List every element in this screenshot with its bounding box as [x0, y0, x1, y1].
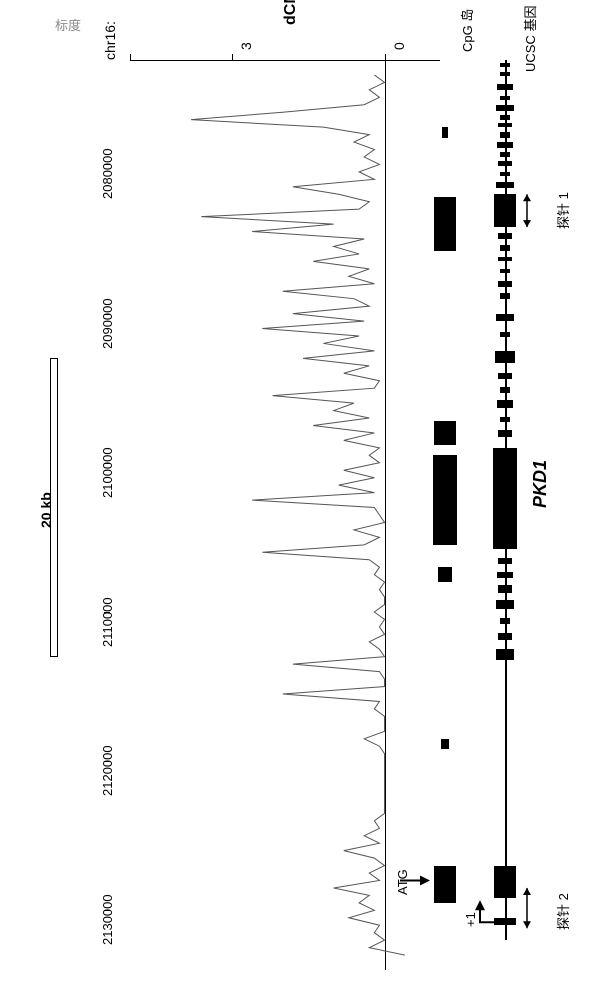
- chromosome-label: chr16:: [102, 21, 118, 60]
- plot-svg: [0, 0, 615, 1000]
- exon-6: [498, 123, 512, 127]
- exon-5: [500, 115, 510, 119]
- exon-19: [500, 293, 510, 299]
- y-axis-line: [130, 60, 440, 61]
- x-tick-label-0: 2080000: [100, 149, 115, 200]
- probe-arrow-1: [523, 888, 531, 928]
- cpg-island-2: [434, 421, 456, 445]
- exon-37: [494, 918, 516, 925]
- exon-8: [497, 142, 513, 148]
- cpg-island-0: [442, 127, 448, 137]
- y-tick-label-1: 3: [238, 42, 254, 50]
- exon-33: [500, 618, 510, 624]
- scale-bar-text: 20 kb: [38, 492, 54, 528]
- scale-label: 标度: [55, 15, 81, 34]
- exon-2: [497, 84, 513, 90]
- exon-0: [500, 63, 510, 67]
- exon-32: [496, 600, 514, 609]
- exon-20: [496, 314, 514, 321]
- exon-1: [500, 72, 510, 76]
- x-tick-label-1: 2090000: [100, 298, 115, 349]
- exon-9: [500, 152, 510, 156]
- exon-13: [494, 194, 516, 227]
- cpg-track-label: CpG 岛: [457, 9, 476, 52]
- exon-15: [500, 245, 510, 251]
- ucsc-track-label: UCSC 基因: [520, 6, 539, 72]
- exon-12: [496, 182, 514, 188]
- exon-7: [500, 132, 510, 138]
- x-tick-label-3: 2110000: [100, 597, 115, 647]
- probe-arrow-0: [523, 194, 531, 227]
- y-axis-label: dCMES: [282, 0, 300, 25]
- x-tick-mark-0: [104, 164, 110, 165]
- cpg-island-5: [441, 739, 449, 749]
- exon-21: [500, 332, 510, 338]
- y-tick-mark-2: [130, 54, 131, 60]
- x-tick-mark-1: [104, 314, 110, 315]
- exon-17: [500, 269, 510, 273]
- atg-label: ATG: [395, 870, 410, 896]
- y-tick-mark-1: [232, 54, 233, 60]
- exon-29: [498, 558, 512, 564]
- cpg-island-6: [434, 866, 456, 903]
- exon-10: [498, 161, 512, 165]
- x-tick-mark-4: [104, 761, 110, 762]
- plus1-label: +1: [463, 912, 478, 927]
- x-tick-mark-3: [104, 612, 110, 613]
- y-tick-label-0: 0: [391, 42, 407, 50]
- exon-14: [498, 233, 512, 239]
- exon-28: [493, 448, 517, 549]
- exon-23: [498, 373, 512, 379]
- probe-1-label: 探针 1: [553, 192, 572, 229]
- exon-27: [498, 430, 512, 437]
- cpg-island-3: [433, 455, 457, 545]
- exon-26: [500, 417, 510, 423]
- exon-34: [498, 633, 512, 640]
- exon-31: [498, 585, 512, 592]
- dcmes-line: [191, 75, 405, 955]
- cpg-island-4: [438, 567, 452, 582]
- cpg-island-1: [434, 197, 456, 251]
- y-tick-mark-0: [385, 54, 386, 60]
- exon-30: [497, 572, 513, 578]
- exon-36: [494, 866, 516, 899]
- exon-25: [497, 400, 513, 407]
- exon-11: [500, 172, 510, 176]
- exon-3: [500, 96, 510, 100]
- x-tick-label-5: 2130000: [100, 895, 115, 946]
- gene-name-label: PKD1: [530, 460, 551, 508]
- exon-22: [495, 351, 515, 363]
- x-tick-label-2: 2100000: [100, 447, 115, 498]
- exon-4: [496, 105, 514, 111]
- exon-24: [500, 387, 510, 393]
- exon-18: [498, 281, 512, 287]
- zero-line: [385, 60, 386, 970]
- x-tick-mark-2: [104, 463, 110, 464]
- exon-35: [496, 649, 514, 659]
- x-tick-mark-5: [104, 910, 110, 911]
- exon-16: [498, 257, 512, 261]
- x-tick-label-4: 2120000: [100, 746, 115, 797]
- probe-2-label: 探针 2: [553, 893, 572, 930]
